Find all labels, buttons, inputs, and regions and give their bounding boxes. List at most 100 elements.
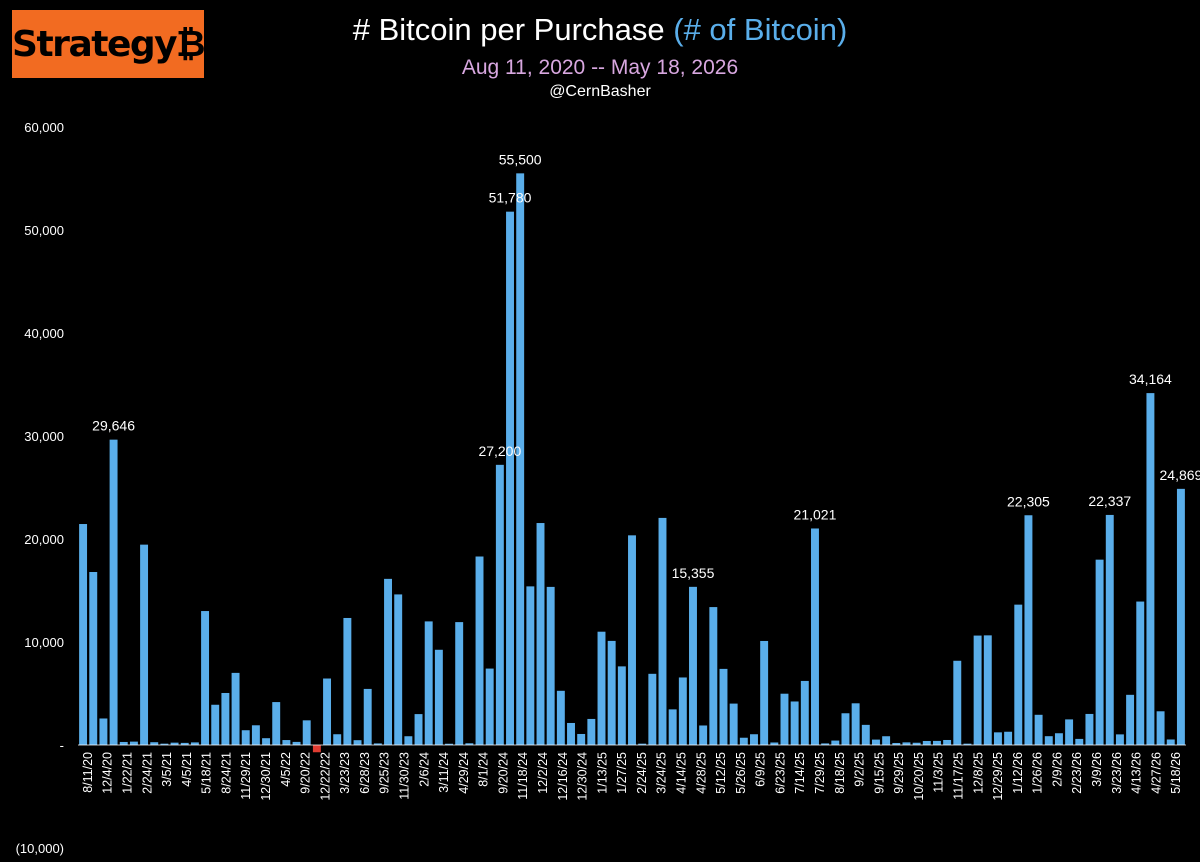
x-tick-label: 4/5/22 [279, 752, 293, 787]
bar [851, 703, 860, 745]
bar [882, 736, 891, 745]
x-tick-label: 8/18/25 [833, 752, 847, 794]
data-label: 51,780 [489, 190, 532, 206]
bar [577, 733, 586, 745]
x-tick-label: 1/26/26 [1031, 752, 1045, 794]
bar [1014, 604, 1023, 745]
chart-title-accent: (# of Bitcoin) [673, 12, 848, 47]
bar [516, 173, 525, 746]
x-tick-label: 8/11/20 [81, 752, 95, 793]
x-tick-label: 8/1/24 [477, 752, 491, 787]
bar [983, 635, 992, 745]
x-tick-label: 12/29/25 [991, 752, 1005, 801]
bar [119, 741, 128, 745]
bar [1115, 734, 1124, 745]
x-tick-label: 4/13/26 [1130, 752, 1144, 794]
x-tick-label: 3/23/23 [338, 752, 352, 794]
bar [485, 668, 494, 745]
x-tick-label: 2/24/25 [635, 752, 649, 794]
bar [617, 666, 626, 745]
bar [536, 523, 545, 745]
x-tick-label: 3/24/25 [655, 752, 669, 794]
y-tick-label: - [60, 738, 64, 753]
bar [1176, 488, 1185, 745]
bar [150, 742, 159, 745]
bar [841, 713, 850, 745]
data-label: 21,021 [794, 506, 837, 522]
bar [140, 544, 149, 745]
x-tick-label: 9/20/22 [299, 752, 313, 794]
x-tick-label: 7/14/25 [793, 752, 807, 794]
bar [89, 572, 98, 745]
x-tick-label: 6/9/25 [754, 752, 768, 787]
bar [343, 617, 352, 745]
bar [892, 742, 901, 745]
bar [567, 722, 575, 745]
bar [699, 725, 708, 745]
bar [414, 714, 423, 745]
chart-title-main: # Bitcoin per Purchase [352, 12, 665, 47]
bar [241, 730, 250, 745]
bar [475, 556, 484, 745]
bar [1004, 731, 1013, 745]
data-label: 34,164 [1129, 371, 1172, 387]
bar [790, 701, 799, 745]
bar [861, 724, 870, 745]
bar [394, 594, 403, 745]
x-tick-label: 12/4/20 [101, 752, 115, 794]
author-handle: @CernBasher [549, 83, 651, 100]
bar [201, 611, 210, 745]
x-tick-label: 5/18/26 [1169, 752, 1183, 794]
bar [129, 741, 138, 745]
bar [709, 607, 718, 745]
x-tick-label: 5/18/21 [200, 752, 214, 794]
bar [79, 524, 88, 745]
x-tick-label: 4/27/26 [1149, 752, 1163, 794]
bar [689, 586, 697, 745]
x-tick-label: 12/2/24 [536, 752, 550, 794]
bar [363, 688, 372, 745]
logo-text: Strategy₿ [12, 24, 205, 65]
bar [292, 741, 301, 745]
x-tick-label: 2/24/21 [140, 752, 154, 794]
x-tick-label: 6/23/25 [773, 752, 787, 794]
bar [658, 517, 667, 745]
x-tick-label: 10/20/25 [912, 752, 926, 801]
bar [546, 586, 555, 745]
bar [526, 586, 535, 745]
bar [231, 672, 240, 745]
bar [1075, 738, 1084, 745]
bar [465, 743, 474, 745]
bar [180, 742, 189, 745]
bar [912, 742, 921, 745]
x-tick-label: 2/6/24 [417, 752, 431, 787]
x-tick-label: 11/18/24 [516, 752, 530, 800]
x-tick-label: 9/29/25 [892, 752, 906, 794]
bar [902, 742, 911, 745]
bar [1146, 393, 1155, 745]
bar [1034, 714, 1043, 745]
bar [353, 740, 362, 745]
bar [739, 737, 748, 745]
bar [1126, 694, 1135, 745]
bar [668, 709, 677, 745]
x-tick-label: 9/20/24 [496, 752, 510, 794]
bar [963, 743, 972, 745]
bar [1024, 515, 1033, 745]
x-tick-label: 1/12/26 [1011, 752, 1025, 794]
y-tick-label: 60,000 [24, 120, 64, 135]
bar [434, 649, 443, 745]
y-tick-label: 40,000 [24, 326, 64, 341]
bar [1054, 733, 1063, 745]
x-tick-label: 11/30/23 [397, 752, 411, 800]
bar [556, 690, 565, 745]
bar [333, 734, 342, 745]
x-tick-label: 9/2/25 [853, 752, 867, 787]
data-label: 22,305 [1007, 493, 1050, 509]
x-tick-label: 1/13/25 [595, 752, 609, 794]
bar [770, 742, 779, 745]
x-tick-label: 8/24/21 [219, 752, 233, 794]
data-label: 27,200 [478, 443, 521, 459]
bar [648, 673, 657, 745]
bar [922, 740, 931, 745]
